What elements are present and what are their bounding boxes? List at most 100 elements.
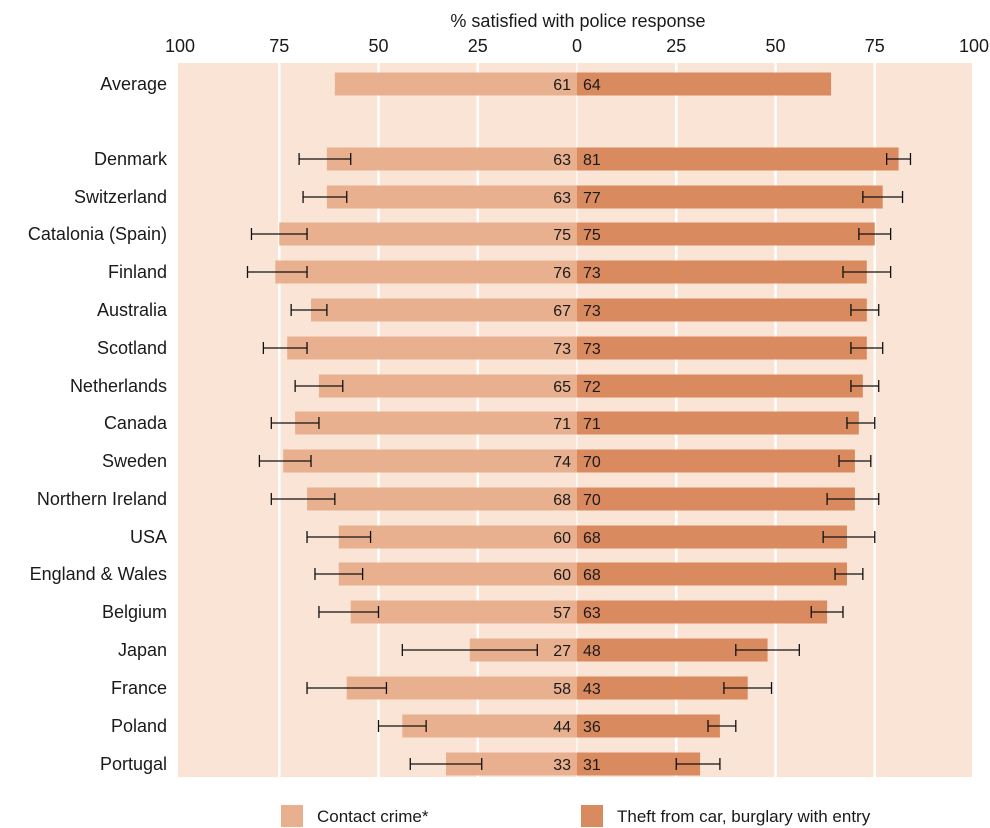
value-label: 33 <box>553 757 571 774</box>
error-bar <box>246 266 308 278</box>
legend-label-theft-burglary: Theft from car, burglary with entry <box>617 807 871 826</box>
tick-label-left-50: 50 <box>368 36 388 56</box>
value-label: 68 <box>583 567 601 584</box>
error-bar <box>826 493 880 505</box>
error-bar <box>842 266 892 278</box>
category-label: Average <box>100 74 167 94</box>
error-bar <box>294 380 344 392</box>
error-bar <box>318 606 380 618</box>
category-label: Australia <box>97 300 168 320</box>
tick-label-left-75: 75 <box>269 36 289 56</box>
bar-theft-burglary <box>577 147 899 171</box>
value-label: 73 <box>583 303 601 320</box>
value-label: 67 <box>553 303 571 320</box>
bar-theft-burglary <box>577 72 832 96</box>
category-label: Sweden <box>102 451 167 471</box>
legend-swatch-theft-burglary <box>581 805 603 827</box>
value-label: 64 <box>583 77 601 94</box>
tick-label-right-75: 75 <box>865 36 885 56</box>
bar-contact-crime <box>350 600 577 624</box>
category-label: Belgium <box>102 602 167 622</box>
category-label: England & Wales <box>30 564 167 584</box>
bar-theft-burglary <box>577 487 855 511</box>
bar-theft-burglary <box>577 525 847 549</box>
tick-label-right-100: 100 <box>959 36 989 56</box>
error-bar <box>723 682 773 694</box>
tick-label-right-50: 50 <box>765 36 785 56</box>
error-bar <box>270 493 336 505</box>
bar-theft-burglary <box>577 449 855 473</box>
bar-contact-crime <box>307 487 577 511</box>
bar-contact-crime <box>346 676 577 700</box>
value-label: 73 <box>583 265 601 282</box>
value-label: 81 <box>583 152 601 169</box>
error-bar <box>846 417 876 429</box>
value-label: 48 <box>583 643 601 660</box>
value-label: 60 <box>553 530 571 547</box>
bar-contact-crime <box>318 374 577 398</box>
bar-theft-burglary <box>577 222 875 246</box>
bar-theft-burglary <box>577 374 863 398</box>
error-bar <box>262 342 308 354</box>
value-label: 63 <box>553 190 571 207</box>
category-label: Switzerland <box>74 187 167 207</box>
value-label: 70 <box>583 454 601 471</box>
category-label: Poland <box>111 716 167 736</box>
tick-label-left-25: 25 <box>468 36 488 56</box>
value-label: 75 <box>553 227 571 244</box>
error-bar <box>314 568 364 580</box>
bar-contact-crime <box>295 411 577 435</box>
value-label: 31 <box>583 757 601 774</box>
value-label: 44 <box>553 719 571 736</box>
value-label: 70 <box>583 492 601 509</box>
axis-title: % satisfied with police response <box>450 11 705 31</box>
error-bar <box>270 417 320 429</box>
tick-labels: 100 75 50 25 0 25 50 75 100 <box>165 36 989 56</box>
category-label: Denmark <box>94 149 168 169</box>
category-label: Northern Ireland <box>37 489 167 509</box>
error-bar <box>409 758 483 770</box>
error-bar <box>850 342 884 354</box>
tick-label-right-25: 25 <box>666 36 686 56</box>
value-label: 27 <box>553 643 571 660</box>
error-bar <box>858 228 892 240</box>
category-label: Finland <box>108 262 167 282</box>
error-bar <box>298 153 352 165</box>
value-label: 63 <box>553 152 571 169</box>
bar-contact-crime <box>338 525 577 549</box>
value-label: 65 <box>553 379 571 396</box>
value-label: 76 <box>553 265 571 282</box>
value-label: 72 <box>583 379 601 396</box>
error-bar <box>810 606 844 618</box>
value-label: 63 <box>583 605 601 622</box>
category-label: Canada <box>104 413 168 433</box>
value-label: 68 <box>553 492 571 509</box>
bar-contact-crime <box>279 222 577 246</box>
tick-label-left-0: 0 <box>572 36 582 56</box>
bar-theft-burglary <box>577 600 828 624</box>
error-bar <box>735 644 800 656</box>
bar-theft-burglary <box>577 638 768 662</box>
bars <box>275 72 899 776</box>
bar-contact-crime <box>326 185 577 209</box>
error-bar <box>850 380 880 392</box>
value-label: 61 <box>553 77 571 94</box>
value-label: 58 <box>553 681 571 698</box>
legend: Contact crime* Theft from car, burglary … <box>281 805 871 827</box>
bar-theft-burglary <box>577 411 859 435</box>
value-label: 74 <box>553 454 571 471</box>
error-bar <box>862 191 904 203</box>
category-label: Portugal <box>100 754 167 774</box>
bar-contact-crime <box>445 752 577 776</box>
value-label: 73 <box>553 341 571 358</box>
bar-contact-crime <box>283 449 577 473</box>
error-bar <box>302 191 348 203</box>
bar-contact-crime <box>326 147 577 171</box>
tick-label-left-100: 100 <box>165 36 195 56</box>
value-label: 73 <box>583 341 601 358</box>
category-label: Scotland <box>97 338 167 358</box>
value-label: 75 <box>583 227 601 244</box>
error-bar <box>258 455 312 467</box>
category-label: Catalonia (Spain) <box>28 224 167 244</box>
value-label: 71 <box>583 416 601 433</box>
